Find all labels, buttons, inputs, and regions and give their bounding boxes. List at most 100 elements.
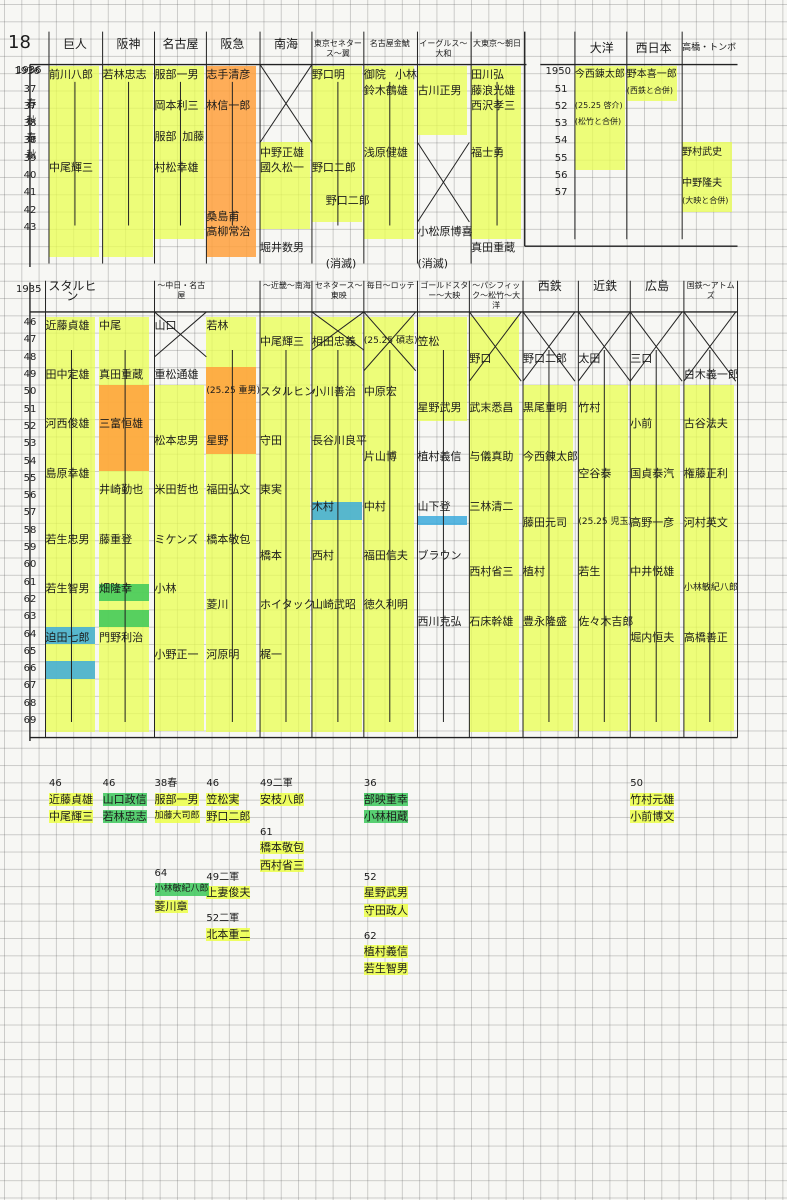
mid-header-4: 毎日〜ロッテ (366, 280, 415, 290)
bottom-name: 上妻俊夫 (206, 886, 251, 900)
bottom-name: 小林敏紀八郎 (154, 882, 209, 896)
player-name: 若林 (206, 318, 229, 332)
bottom-name: 山口政信 (102, 792, 147, 806)
player-name: 中野正雄 (260, 145, 305, 159)
player-name: 植村義信 (417, 450, 462, 464)
bottom-year: 62 (363, 930, 377, 942)
highlight-band (523, 384, 573, 731)
player-name: 菱川 (206, 598, 229, 612)
bottom-year: 49二軍 (260, 778, 293, 790)
highlight-band (99, 583, 150, 601)
player-name: 中尾輝三 (260, 335, 305, 349)
player-name: 梶一 (260, 647, 283, 661)
player-name: 門野利治 (99, 631, 144, 645)
bottom-name: 植村義信 (363, 945, 408, 959)
top-right-year-7: 57 (554, 187, 568, 199)
player-name: 井崎勤也 (99, 483, 144, 497)
bottom-name: 若生智男 (363, 962, 408, 976)
top-right-year-0: 1950 (545, 66, 571, 78)
player-name: 中井悦雄 (630, 565, 675, 579)
bottom-name: 加藤大司郎 (154, 810, 200, 824)
player-name: 植村 (523, 565, 545, 579)
mid-header-5: ゴールドスター〜大映 (420, 280, 469, 300)
player-name: 西村省三 (469, 565, 514, 579)
highlight-band (417, 66, 468, 136)
bottom-name: 守田政人 (363, 903, 408, 917)
player-name: 小林 (394, 68, 417, 81)
bottom-year: 38春 (154, 778, 178, 790)
bottom-name: 部映重幸 (363, 792, 408, 806)
mid-header-2: 〜近畿〜南海 (262, 280, 311, 290)
player-name: 石床幹雄 (469, 614, 514, 628)
player-name: 真田重蔵 (471, 241, 516, 254)
player-name: 中尾輝三 (48, 161, 93, 175)
top-header-3: 阪急 (220, 36, 245, 51)
bottom-name: 若林忠志 (102, 810, 147, 824)
top-right-year-2: 52 (554, 100, 568, 112)
bottom-name: 安枝八郎 (260, 792, 305, 806)
player-name: 堀井数男 (260, 241, 305, 254)
top-right-header-2: 高橋・トンボ (682, 43, 737, 54)
bottom-year: 46 (206, 778, 220, 790)
top-right-header-0: 大洋 (589, 41, 614, 56)
player-name: 鈴木鶴雄 (363, 83, 408, 97)
corner-number: 18 (8, 32, 31, 53)
player-name: 空谷泰 (578, 466, 612, 480)
highlight-band (154, 66, 205, 240)
player-name: 星野 (206, 433, 229, 447)
top-right-year-4: 54 (554, 135, 568, 147)
player-name: 國久松一 (260, 161, 305, 175)
highlight-band (574, 66, 625, 171)
bottom-name: 菱川章 (154, 900, 188, 914)
player-name: 野口二郎 (325, 194, 370, 208)
player-name: 重松通雄 (154, 368, 199, 382)
player-name: 野口二郎 (523, 351, 567, 365)
highlight-band (471, 66, 521, 240)
top-right-year-1: 51 (554, 83, 568, 95)
player-name: 野口明 (311, 68, 345, 81)
player-name: 豊永隆盛 (523, 614, 567, 628)
player-name: 守田 (260, 433, 283, 447)
player-name: 国貞泰汽 (630, 466, 675, 480)
player-name: 小前 (630, 417, 653, 431)
highlight-band (260, 142, 310, 229)
player-name: 長谷川良平 (311, 433, 367, 447)
player-name: 白木義一郎 (683, 368, 739, 382)
top-right-year-5: 55 (554, 152, 568, 164)
bottom-year: 50 (630, 778, 643, 790)
mid-header-1: 〜中日・名古屋 (157, 280, 206, 300)
player-name: 武末悉昌 (469, 401, 514, 415)
player-name: 迫田七郎 (45, 631, 90, 645)
player-name: 岡本利三 (154, 99, 199, 113)
highlight-band (206, 66, 257, 257)
player-name: 若生智男 (45, 581, 90, 595)
player-name: 今西錬太郎 (523, 450, 578, 464)
highlight-band (682, 142, 733, 212)
ruling-line (363, 311, 417, 372)
player-name: (消滅) (325, 256, 357, 270)
mid-header-0: スタルヒン (48, 278, 97, 303)
highlight-band (45, 626, 96, 645)
highlight-band (311, 66, 362, 222)
player-name: 徳久利明 (363, 598, 408, 612)
player-name: 福田信夫 (363, 548, 408, 562)
bottom-name: 星野武男 (363, 886, 408, 900)
ruling-line (311, 311, 365, 351)
highlight-band (363, 66, 414, 240)
player-name: 田川弘 (471, 68, 505, 81)
highlight-band (311, 502, 362, 520)
highlight-band (626, 66, 677, 101)
player-name: 前川八郎 (48, 68, 93, 81)
highlight-band (417, 516, 468, 525)
mid-era-label: 1935 (16, 284, 42, 295)
player-name: 若生 (578, 565, 601, 579)
player-name: 中原宏 (363, 384, 397, 398)
highlight-band (154, 384, 205, 731)
bottom-name: 北本重二 (206, 927, 251, 941)
player-name: 山下登 (417, 499, 451, 513)
player-name: (25.25 児玉) (578, 517, 633, 528)
player-name: 太田 (578, 351, 601, 365)
bottom-name: 笠松実 (206, 792, 240, 806)
player-name: 片山博 (363, 450, 397, 464)
player-name: 高野一彦 (630, 516, 675, 530)
